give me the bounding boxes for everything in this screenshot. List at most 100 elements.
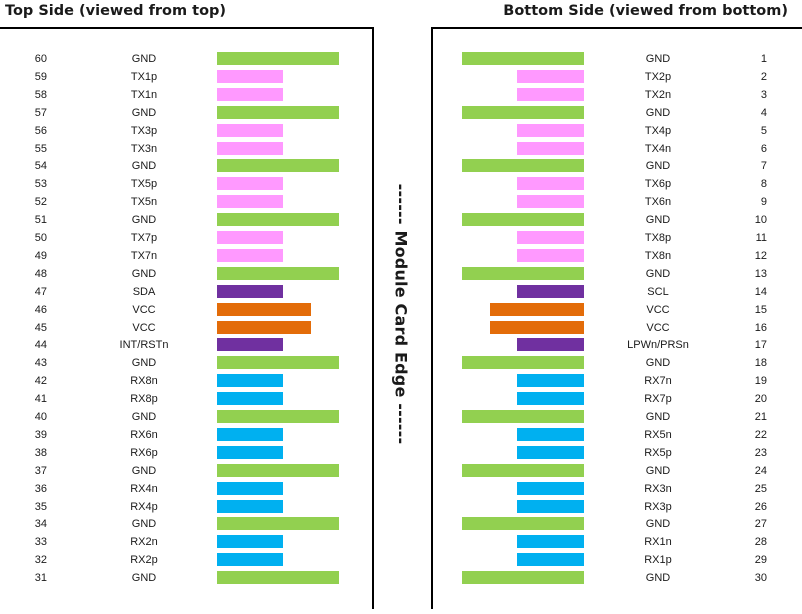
contact-pad <box>217 177 283 191</box>
contact-pad <box>217 356 339 370</box>
pin-signal: GND <box>645 160 671 173</box>
pin-number: 57 <box>34 106 47 119</box>
contact-pad <box>462 571 584 585</box>
contact-pad <box>462 159 584 173</box>
pin-row: 51 GND <box>0 211 802 229</box>
contact-pad <box>517 195 584 209</box>
pin-signal: GND <box>131 464 157 477</box>
bottom-side-panel <box>431 27 802 609</box>
pin-row: 10 GND <box>0 211 802 229</box>
pin-signal: GND <box>645 106 671 119</box>
pin-row: 22 RX5n <box>0 426 802 444</box>
contact-pad <box>517 481 584 495</box>
top-side-panel <box>0 27 374 609</box>
top-side-heading: Top Side (viewed from top) <box>5 3 227 19</box>
pin-number: 36 <box>34 482 47 495</box>
pin-number: 22 <box>754 428 767 441</box>
contact-pad <box>217 463 339 477</box>
contact-pad <box>517 553 584 567</box>
pin-row: 23 RX5p <box>0 444 802 462</box>
pin-row: 46 VCC <box>0 301 802 319</box>
contact-pad <box>217 338 283 352</box>
pin-number: 8 <box>760 178 767 191</box>
pin-number: 29 <box>754 554 767 567</box>
pin-row: 30 GND <box>0 569 802 587</box>
pin-row: 29 RX1p <box>0 551 802 569</box>
contact-pad <box>517 445 584 459</box>
pin-row: 47 SDA <box>0 283 802 301</box>
pin-signal: GND <box>645 214 671 227</box>
contact-pad <box>217 445 283 459</box>
pin-row: 28 RX1n <box>0 533 802 551</box>
pin-number: 52 <box>34 196 47 209</box>
pin-row: 34 GND <box>0 515 802 533</box>
pin-number: 7 <box>760 160 767 173</box>
contact-pad <box>217 535 283 549</box>
pin-number: 24 <box>754 464 767 477</box>
pin-number: 1 <box>760 53 767 65</box>
contact-pad <box>217 231 283 244</box>
pin-number: 4 <box>760 106 767 119</box>
contact-pad <box>462 356 584 370</box>
pin-row: 39 RX6n <box>0 426 802 444</box>
pin-number: 28 <box>754 536 767 549</box>
pin-number: 27 <box>754 518 767 531</box>
contact-pad <box>217 374 283 388</box>
pin-row: 8 TX6p <box>0 175 802 193</box>
pin-number: 32 <box>34 554 47 567</box>
pin-row: 45 VCC <box>0 319 802 337</box>
pin-row: 49 TX7n <box>0 247 802 265</box>
pin-number: 2 <box>760 70 767 83</box>
contact-pad <box>217 481 283 495</box>
contact-pad <box>517 535 584 549</box>
pin-row: 35 RX4p <box>0 498 802 516</box>
pin-signal: RX4n <box>130 482 158 495</box>
pin-row: 9 TX6n <box>0 193 802 211</box>
pin-signal: TX5p <box>130 178 158 191</box>
pin-number: 14 <box>754 285 767 298</box>
pin-row: 15 VCC <box>0 301 802 319</box>
pin-signal: GND <box>131 357 157 370</box>
pin-number: 6 <box>760 142 767 155</box>
contact-pad <box>517 392 584 406</box>
pin-number: 48 <box>34 267 47 280</box>
contact-pad <box>517 284 584 298</box>
pin-number: 55 <box>34 142 47 155</box>
contact-pad <box>217 392 283 406</box>
pin-signal: SCL <box>647 285 669 298</box>
pin-row: 48 GND <box>0 265 802 283</box>
pin-row: 37 GND <box>0 462 802 480</box>
pin-row: 4 GND <box>0 104 802 122</box>
pin-number: 10 <box>754 214 767 227</box>
pin-signal: TX4p <box>644 124 672 137</box>
pin-row: 13 GND <box>0 265 802 283</box>
contact-pad <box>217 320 311 334</box>
contact-pad <box>217 284 283 298</box>
pin-signal: INT/RSTn <box>119 339 169 352</box>
pin-row: 44 INT/RSTn <box>0 336 802 354</box>
contact-pad <box>217 266 339 280</box>
pin-number: 33 <box>34 536 47 549</box>
pin-row: 56 TX3p <box>0 122 802 140</box>
pin-row: 33 RX2n <box>0 533 802 551</box>
pin-row: 5 TX4p <box>0 122 802 140</box>
pin-signal: RX8p <box>130 393 158 406</box>
contact-pad <box>517 499 584 513</box>
pin-signal: VCC <box>132 321 156 334</box>
pin-number: 54 <box>34 160 47 173</box>
contact-pad <box>490 302 584 316</box>
pin-signal: GND <box>645 53 671 65</box>
pin-signal: TX6p <box>644 178 672 191</box>
pin-row: 60 GND <box>0 50 802 68</box>
contact-pad <box>217 141 283 155</box>
pin-signal: RX2n <box>130 536 158 549</box>
pin-number: 13 <box>754 267 767 280</box>
pin-number: 35 <box>34 500 47 513</box>
pin-signal: GND <box>645 357 671 370</box>
contact-pad <box>217 52 339 65</box>
pin-row: 25 RX3n <box>0 480 802 498</box>
pin-signal: TX2n <box>644 88 672 101</box>
pin-signal: GND <box>645 411 671 423</box>
pin-row: 31 GND <box>0 569 802 587</box>
pin-row: 52 TX5n <box>0 193 802 211</box>
